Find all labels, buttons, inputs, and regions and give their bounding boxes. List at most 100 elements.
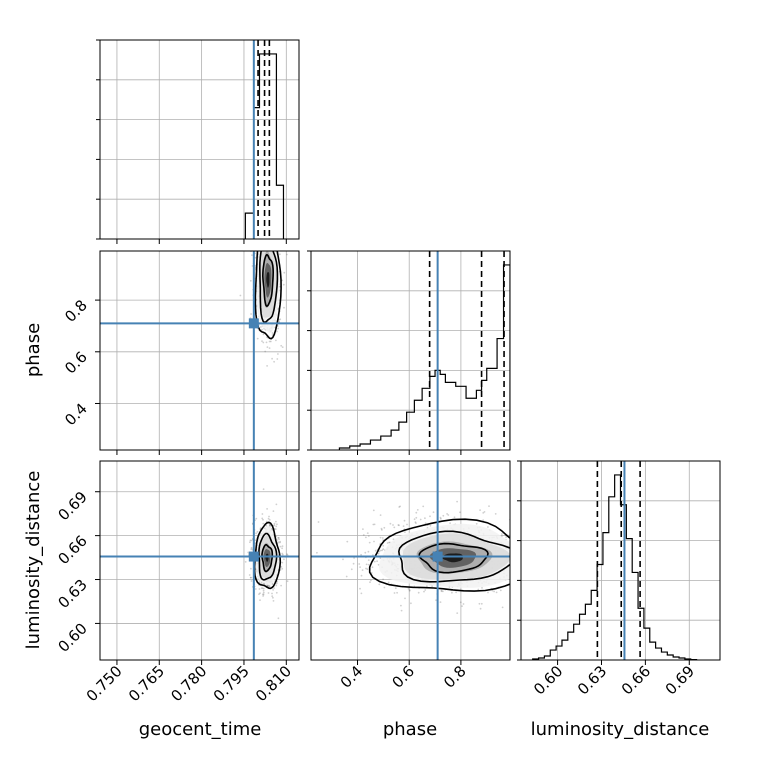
panel-geocent-time-vs-phase-sample-point: [277, 235, 279, 237]
panel-phase-vs-luminosity-distance-sample-point: [394, 587, 397, 590]
panel-phase-vs-luminosity-distance-sample-point: [353, 557, 355, 559]
panel-geocent-time-vs-luminosity-distance-sample-point: [262, 595, 264, 597]
panel-hist-phase-histogram: [338, 264, 510, 450]
panel-geocent-time-vs-phase-sample-point: [268, 248, 270, 250]
panel-geocent-time-vs-luminosity-distance-contour-2: [261, 544, 274, 573]
panel-geocent-time-vs-luminosity-distance-sample-point: [281, 553, 284, 556]
panel-hist-phase-content: [338, 251, 510, 450]
y-tick-label-phase: 0.8: [61, 296, 91, 326]
panel-phase-vs-luminosity-distance-sample-point: [515, 578, 517, 580]
panel-phase-vs-luminosity-distance-sample-point: [533, 570, 535, 572]
panel-geocent-time-vs-phase-sample-point: [250, 313, 253, 315]
panel-geocent-time-vs-luminosity-distance-sample-point: [262, 589, 265, 592]
panel-geocent-time-vs-luminosity-distance-sample-point: [272, 510, 275, 512]
panel-geocent-time-vs-phase-sample-point: [262, 200, 264, 202]
panel-phase-vs-luminosity-distance-sample-point: [373, 540, 375, 543]
panel-geocent-time-vs-phase-sample-point: [274, 216, 276, 218]
x-tick-label-phase: 0.6: [388, 662, 418, 692]
panel-phase-vs-luminosity-distance-sample-point: [442, 590, 444, 593]
panel-phase-vs-luminosity-distance-sample-point: [540, 575, 542, 577]
panel-geocent-time-vs-luminosity-distance-sample-point: [261, 587, 264, 590]
panel-geocent-time-vs-phase-sample-point: [271, 357, 273, 360]
panel-geocent-time-vs-luminosity-distance-sample-point: [276, 523, 278, 526]
panel-geocent-time-vs-phase-sample-point: [271, 214, 273, 216]
panel-phase-vs-luminosity-distance-sample-point: [495, 591, 498, 594]
x-tick-label-geocent-time: 0.765: [125, 662, 168, 705]
panel-phase-vs-luminosity-distance-sample-point: [370, 579, 372, 582]
panel-hist-phase-frame: [310, 250, 511, 451]
ylabel-phase: phase: [23, 323, 44, 377]
panel-phase-vs-luminosity-distance-sample-point: [525, 581, 527, 583]
panel-geocent-time-vs-luminosity-distance-sample-point: [273, 524, 276, 527]
panel-phase-vs-luminosity-distance: [310, 460, 544, 661]
panel-phase-vs-luminosity-distance-sample-point: [523, 557, 525, 559]
panel-geocent-time-vs-luminosity-distance-sample-point: [281, 561, 284, 564]
panel-phase-vs-luminosity-distance-sample-point: [419, 518, 422, 521]
panel-geocent-time-vs-phase-sample-point: [261, 236, 263, 238]
panel-phase-vs-luminosity-distance-sample-point: [542, 586, 544, 588]
panel-phase-vs-luminosity-distance-frame: [310, 460, 511, 661]
panel-geocent-time-vs-luminosity-distance-sample-point: [274, 528, 277, 530]
panel-geocent-time-vs-luminosity-distance-sample-point: [279, 540, 281, 543]
panel-phase-vs-luminosity-distance-sample-point: [513, 578, 515, 580]
panel-geocent-time-vs-luminosity-distance-sample-point: [283, 558, 285, 561]
panel-phase-vs-luminosity-distance-sample-point: [510, 520, 512, 522]
panel-phase-vs-luminosity-distance-sample-point: [439, 516, 442, 519]
panel-phase-vs-luminosity-distance-sample-point: [382, 548, 385, 551]
panel-phase-vs-luminosity-distance-contour-0: [368, 518, 510, 592]
panel-geocent-time-vs-luminosity-distance-sample-point: [248, 574, 251, 576]
panel-phase-vs-luminosity-distance-sample-point: [415, 516, 418, 519]
panel-geocent-time-vs-phase-sample-point: [272, 219, 274, 221]
panel-phase-vs-luminosity-distance-sample-point: [511, 564, 513, 566]
panel-phase-vs-luminosity-distance-sample-point: [541, 563, 543, 565]
panel-geocent-time-vs-phase-sample-point: [251, 254, 253, 256]
panel-phase-vs-luminosity-distance-sample-point: [518, 576, 520, 578]
y-tick-label-phase: 0.6: [61, 348, 91, 378]
panel-phase-vs-luminosity-distance-sample-point: [525, 551, 527, 553]
panel-geocent-time-vs-phase-sample-point: [263, 241, 265, 243]
panel-phase-vs-luminosity-distance-sample-point: [424, 522, 427, 525]
panel-geocent-time-vs-luminosity-distance-sample-point: [267, 517, 270, 520]
panel-phase-vs-luminosity-distance-sample-point: [461, 605, 463, 607]
panel-geocent-time-vs-luminosity-distance-sample-point: [267, 592, 270, 594]
panel-phase-vs-luminosity-distance-sample-point: [481, 587, 483, 589]
panel-phase-vs-luminosity-distance-sample-point: [511, 549, 513, 551]
panel-phase-vs-luminosity-distance-sample-point: [373, 560, 376, 563]
panel-phase-vs-luminosity-distance-sample-point: [377, 563, 380, 566]
panel-geocent-time-vs-phase-sample-point: [271, 241, 273, 243]
x-tick-label-luminosity-distance: 0.63: [574, 662, 610, 698]
panel-geocent-time-vs-luminosity-distance-sample-point: [250, 567, 252, 570]
x-tick-label-geocent-time: 0.795: [210, 662, 253, 705]
panel-phase-vs-luminosity-distance-sample-point: [379, 536, 382, 539]
panel-phase-vs-luminosity-distance-sample-point: [380, 527, 383, 530]
panel-phase-vs-luminosity-distance-sample-point: [478, 602, 481, 605]
panel-geocent-time-vs-phase-sample-point: [271, 243, 273, 245]
panel-phase-vs-luminosity-distance-sample-point: [488, 505, 490, 507]
panel-geocent-time-vs-luminosity-distance-sample-point: [275, 584, 278, 587]
panel-phase-vs-luminosity-distance-sample-point: [413, 518, 416, 521]
panel-geocent-time-vs-luminosity-distance-sample-point: [262, 587, 265, 590]
panel-phase-vs-luminosity-distance-sample-point: [477, 588, 480, 591]
panel-phase-vs-luminosity-distance-sample-point: [367, 563, 370, 566]
panel-geocent-time-vs-luminosity-distance-sample-point: [256, 530, 259, 533]
panel-geocent-time-vs-luminosity-distance-content: [100, 461, 299, 660]
panel-geocent-time-vs-luminosity-distance-sample-point: [250, 576, 252, 579]
panel-phase-vs-luminosity-distance-sample-point: [424, 517, 426, 520]
panel-phase-vs-luminosity-distance-sample-point: [429, 515, 431, 518]
panel-phase-vs-luminosity-distance-sample-point: [423, 590, 425, 593]
panel-phase-vs-luminosity-distance-sample-point: [432, 511, 435, 514]
panel-phase-vs-luminosity-distance-sample-point: [410, 602, 412, 605]
panel-geocent-time-vs-phase-sample-point: [276, 358, 279, 360]
panel-geocent-time-vs-luminosity-distance-sample-point: [250, 548, 253, 550]
panel-geocent-time-vs-luminosity-distance-frame: [99, 460, 300, 661]
panel-geocent-time-vs-luminosity-distance-sample-point: [275, 503, 278, 506]
panel-phase-vs-luminosity-distance-sample-point: [525, 551, 527, 553]
panel-geocent-time-vs-phase-sample-point: [275, 226, 277, 228]
panel-geocent-time-vs-phase-sample-point: [270, 243, 272, 245]
panel-geocent-time-vs-luminosity-distance-sample-point: [277, 536, 280, 539]
panel-geocent-time-vs-luminosity-distance-sample-point: [262, 591, 265, 594]
panel-geocent-time-vs-luminosity-distance-sample-point: [281, 552, 284, 555]
y-tick-label-luminosity-distance: 0.69: [54, 488, 90, 524]
xlabel-geocent-time: geocent_time: [139, 719, 262, 740]
